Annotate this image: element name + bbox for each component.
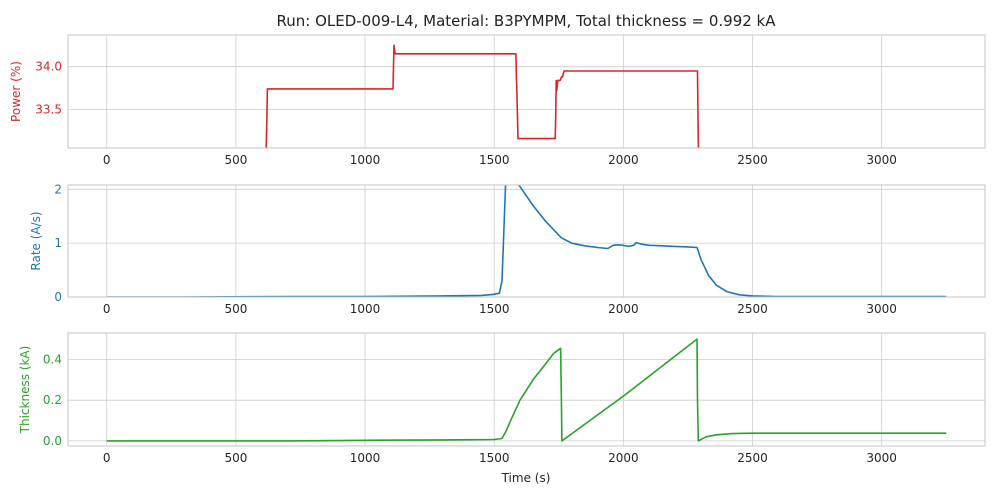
thickness-xtick-label: 2500 [737,451,768,465]
thickness-xtick-label: 2000 [608,451,639,465]
power-frame [67,34,986,149]
power-xtick-label: 2500 [737,153,768,167]
power-panel: 0 500 1000 1500 2000 2500 3000 33.5 34.0 Power … [9,34,986,167]
thickness-xtick-label: 1500 [479,451,510,465]
power-xtick-label: 0 [103,153,111,167]
thickness-xtick-label: 1000 [350,451,381,465]
power-grid [68,35,985,148]
rate-xtick-label: 500 [224,302,247,316]
power-yticks: 33.5 34.0 [35,60,62,117]
power-xticks: 0 500 1000 1500 2000 2500 3000 [103,153,897,167]
x-axis-label: Time (s) [501,471,551,485]
thickness-panel: 0 500 1000 1500 2000 2500 3000 0.0 0.2 0.4 Thick… [18,332,986,465]
power-xtick-label: 3000 [866,153,897,167]
power-ytick-label: 34.0 [35,60,62,74]
power-xtick-label: 1500 [479,153,510,167]
rate-panel: 0 500 1000 1500 2000 2500 3000 0 1 2 Rate (A/s) [29,182,986,316]
rate-frame [67,184,986,298]
rate-xtick-label: 0 [103,302,111,316]
thickness-ytick-label: 0.4 [43,352,62,366]
thickness-line [106,338,947,442]
power-xtick-label: 1000 [350,153,381,167]
power-xtick-label: 500 [224,153,247,167]
chart-title: Run: OLED-009-L4, Material: B3PYMPM, Tot… [276,12,776,30]
power-line [265,44,700,148]
rate-xtick-label: 1000 [350,302,381,316]
rate-ylabel: Rate (A/s) [29,211,43,270]
rate-ytick-label: 0 [54,290,62,304]
rate-grid [68,185,985,298]
power-ylabel: Power (%) [9,61,23,122]
thickness-ytick-label: 0.0 [43,434,62,448]
thickness-frame [67,332,986,447]
thickness-ytick-label: 0.2 [43,393,62,407]
thickness-xtick-label: 0 [103,451,111,465]
rate-yticks: 0 1 2 [54,182,62,304]
thickness-ylabel: Thickness (kA) [18,346,32,435]
power-ytick-label: 33.5 [35,102,62,116]
power-xtick-label: 2000 [608,153,639,167]
rate-xtick-label: 1500 [479,302,510,316]
thickness-xticks: 0 500 1000 1500 2000 2500 3000 [103,451,897,465]
thickness-yticks: 0.0 0.2 0.4 [43,352,62,447]
rate-xtick-label: 2000 [608,302,639,316]
rate-xtick-label: 3000 [866,302,897,316]
rate-xticks: 0 500 1000 1500 2000 2500 3000 [103,302,897,316]
rate-xtick-label: 2500 [737,302,768,316]
thickness-xtick-label: 3000 [866,451,897,465]
rate-ytick-label: 2 [54,182,62,196]
rate-line [106,185,947,297]
thickness-xtick-label: 500 [224,451,247,465]
rate-ytick-label: 1 [54,236,62,250]
